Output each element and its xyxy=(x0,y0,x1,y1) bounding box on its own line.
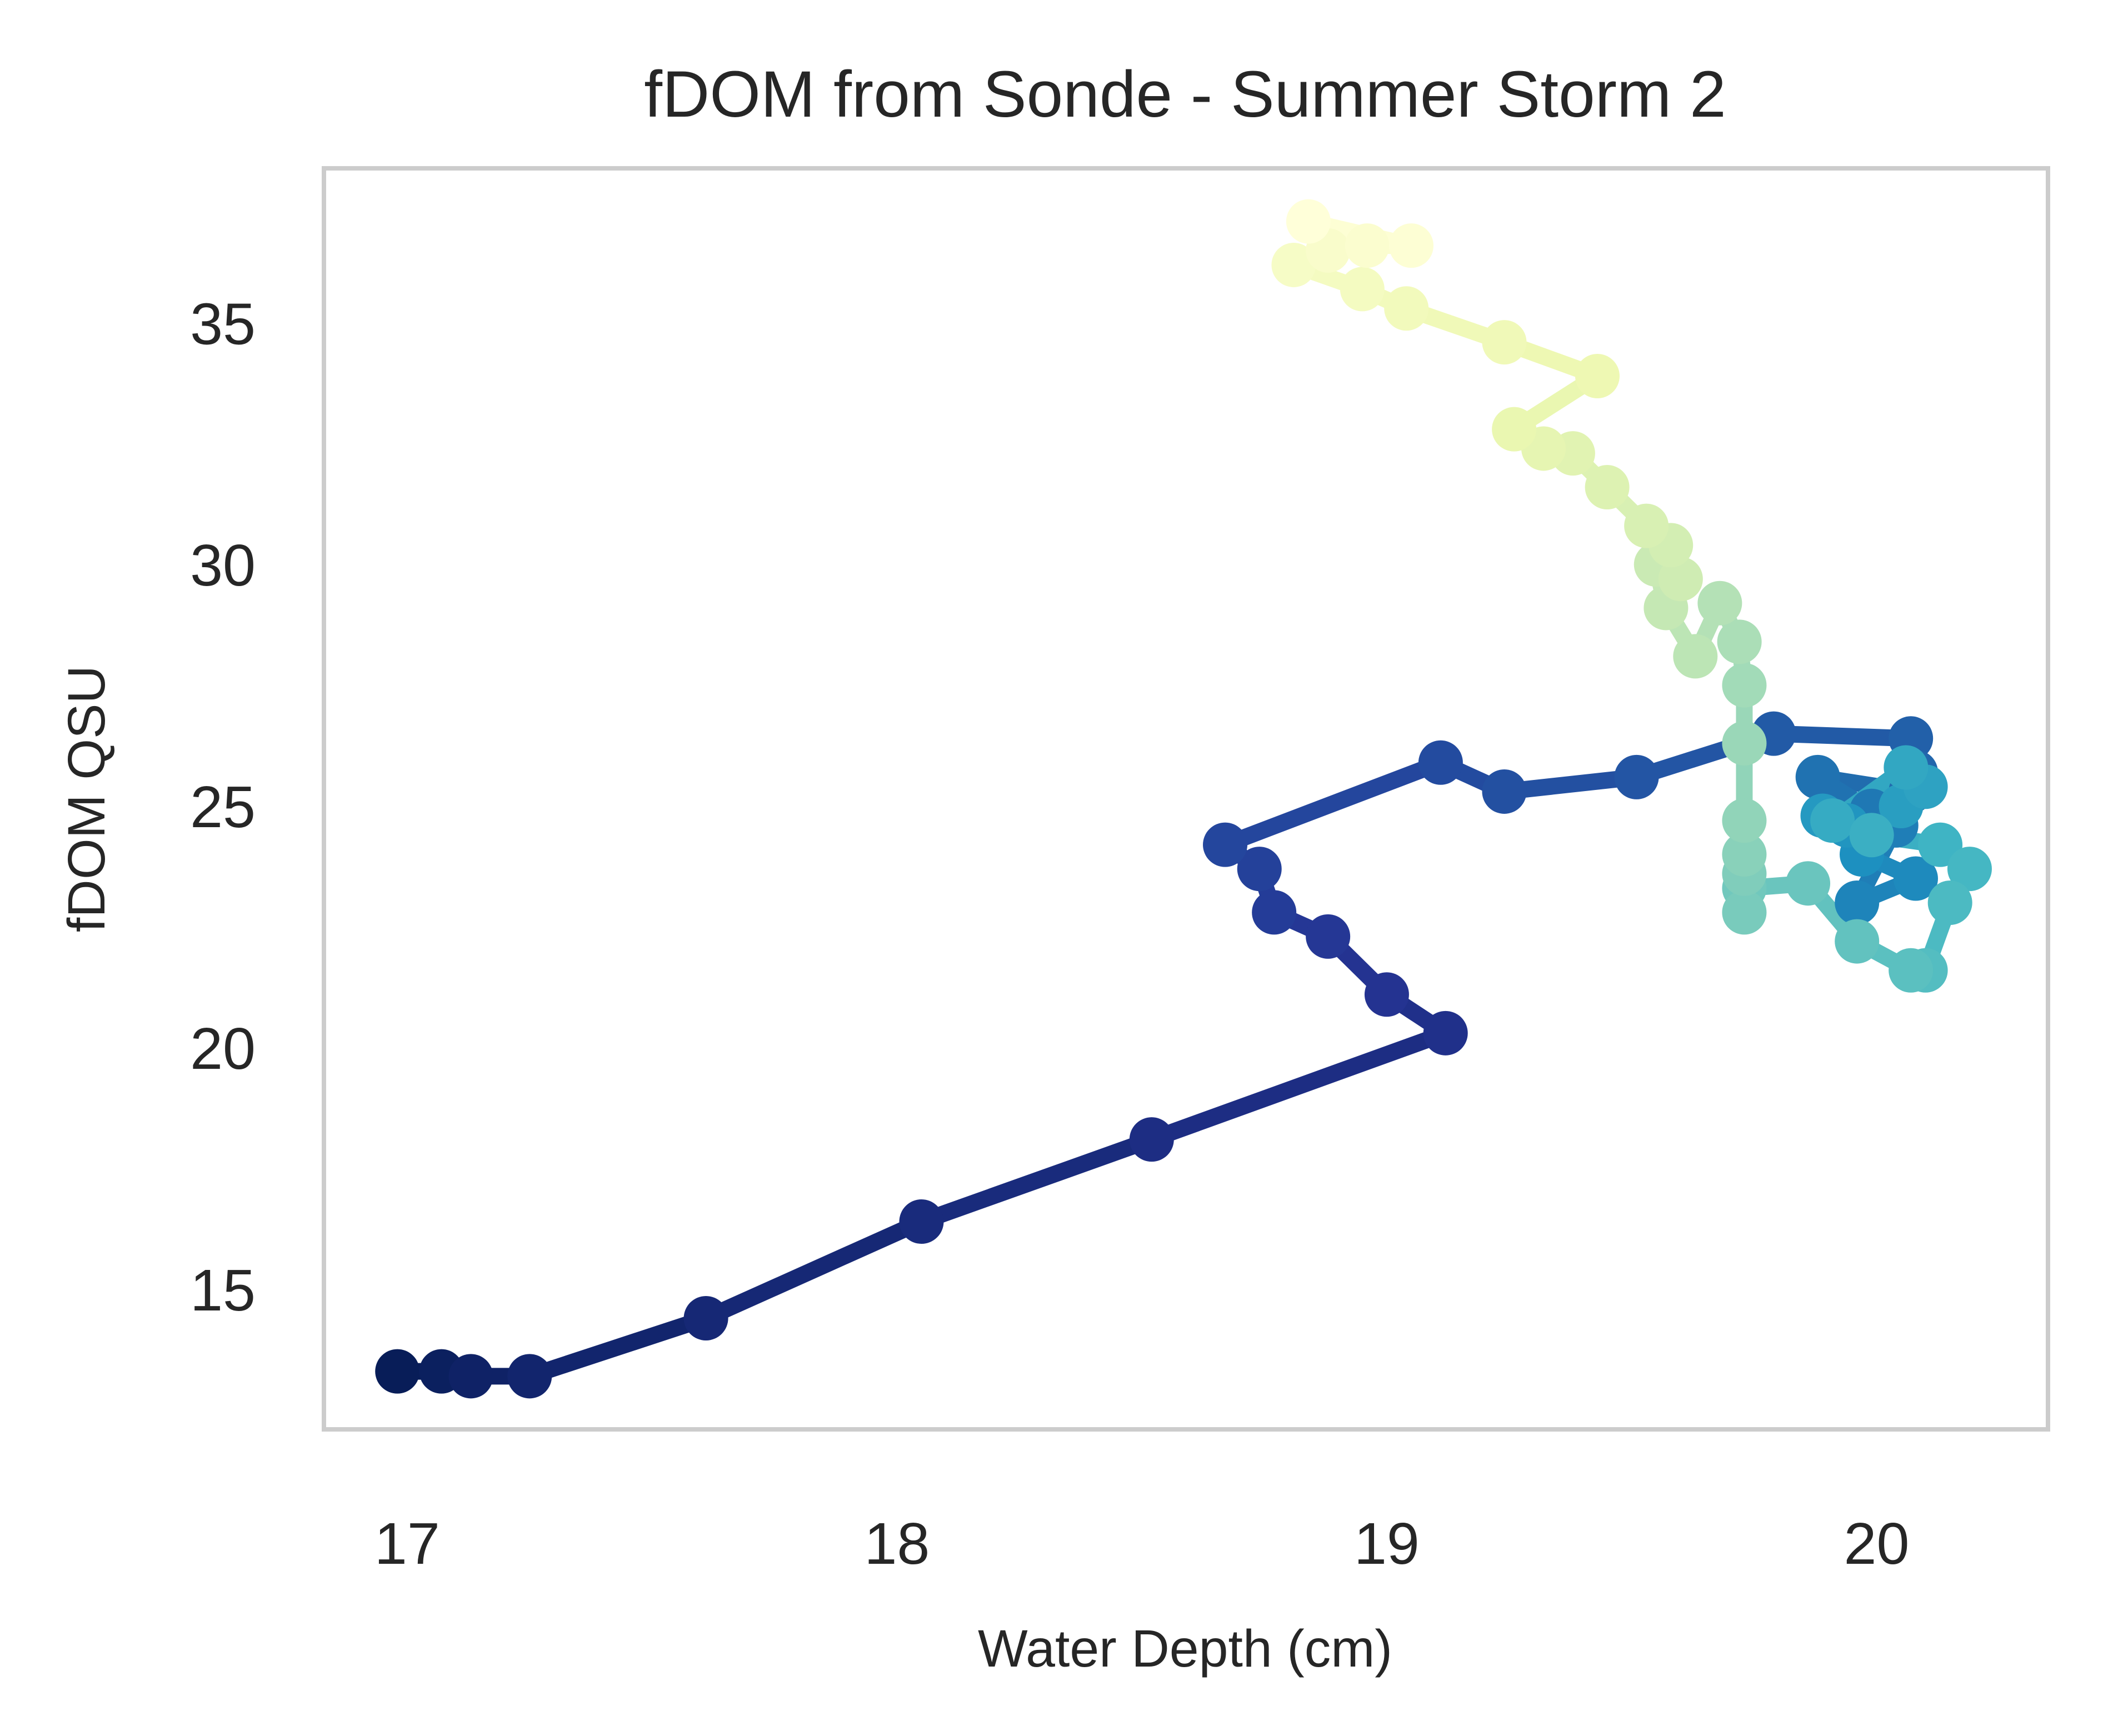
data-point xyxy=(1418,741,1463,785)
data-point xyxy=(1850,813,1894,857)
chart-title: fDOM from Sonde - Summer Storm 2 xyxy=(644,58,1726,131)
data-point xyxy=(1365,972,1409,1017)
data-point xyxy=(1585,465,1630,509)
data-point xyxy=(1482,769,1526,814)
data-point xyxy=(1884,745,1928,789)
data-point xyxy=(1889,948,1933,993)
data-point xyxy=(1389,223,1433,268)
y-tick-label: 30 xyxy=(190,533,256,598)
data-point xyxy=(1810,798,1855,843)
data-point xyxy=(1722,721,1766,766)
data-point xyxy=(899,1199,943,1244)
data-point xyxy=(684,1296,728,1340)
data-point xyxy=(1624,504,1669,548)
data-point xyxy=(1697,581,1742,626)
y-tick-label: 15 xyxy=(190,1258,256,1323)
data-point xyxy=(1286,199,1331,244)
data-point xyxy=(507,1354,552,1398)
data-point xyxy=(1835,880,1879,925)
x-tick-label: 19 xyxy=(1354,1511,1420,1577)
y-tick-label: 20 xyxy=(190,1016,256,1082)
data-point xyxy=(1384,286,1428,331)
data-point xyxy=(1796,755,1840,799)
data-point xyxy=(1786,861,1830,905)
data-point xyxy=(375,1349,419,1394)
x-tick-label: 20 xyxy=(1844,1511,1910,1577)
y-axis-label: fDOM QSU xyxy=(57,666,116,932)
y-tick-label: 35 xyxy=(190,291,256,357)
data-point xyxy=(448,1354,493,1398)
data-point xyxy=(1717,619,1762,664)
data-point xyxy=(1615,755,1659,799)
data-point xyxy=(1722,663,1766,708)
x-axis-label: Water Depth (cm) xyxy=(978,1619,1392,1678)
data-point xyxy=(1722,890,1766,934)
x-tick-label: 18 xyxy=(864,1511,930,1577)
data-point xyxy=(1928,880,1972,925)
data-point xyxy=(1203,823,1247,867)
data-point xyxy=(1492,407,1536,452)
data-point xyxy=(1575,354,1620,398)
data-point xyxy=(1482,320,1526,364)
data-point xyxy=(1130,1117,1174,1162)
data-point xyxy=(1340,267,1385,311)
data-point xyxy=(1345,223,1390,268)
data-point xyxy=(1306,914,1350,959)
data-point xyxy=(1722,798,1766,843)
data-point xyxy=(1252,890,1296,934)
y-tick-label: 25 xyxy=(190,774,256,840)
x-tick-label: 17 xyxy=(374,1511,440,1577)
data-point xyxy=(1835,919,1879,964)
data-point xyxy=(1423,1011,1468,1055)
data-point xyxy=(1673,634,1717,678)
